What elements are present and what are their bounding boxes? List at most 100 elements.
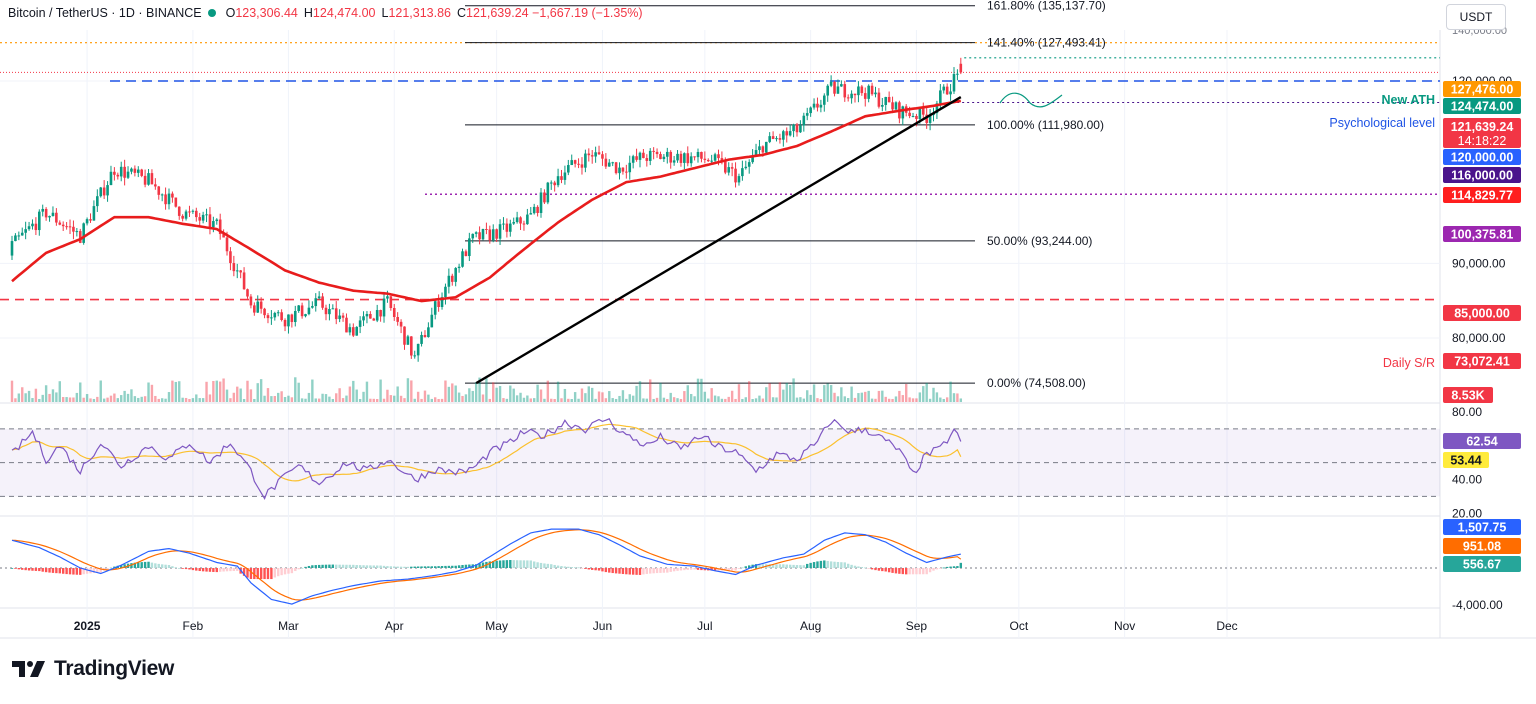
volume-bar — [420, 398, 423, 402]
volume-bar — [553, 398, 556, 402]
volume-bar — [802, 398, 806, 402]
candle-body — [515, 217, 519, 223]
volume-bar — [150, 384, 154, 402]
volume-bar — [27, 390, 31, 402]
volume-bar — [416, 391, 420, 402]
candle-body — [799, 125, 802, 133]
x-tick-label: Mar — [278, 619, 299, 633]
volume-bar — [440, 398, 444, 402]
macd-histogram-bar — [277, 568, 280, 577]
macd-histogram-bar — [560, 566, 563, 568]
candle-body — [24, 229, 27, 233]
candle-body — [771, 136, 775, 139]
rsi-line — [11, 418, 962, 500]
macd-histogram-bar — [638, 568, 642, 575]
candle-body — [652, 150, 655, 152]
macd-histogram-bar — [618, 568, 621, 574]
macd-histogram-bar — [157, 563, 160, 568]
candle-body — [737, 176, 741, 183]
candle-body — [48, 215, 51, 218]
macd-histogram-bar — [406, 566, 410, 568]
macd-histogram-bar — [208, 568, 212, 572]
volume-bar — [833, 392, 836, 402]
candle-body — [621, 167, 625, 172]
macd-histogram-bar — [410, 566, 413, 568]
volume-bar — [208, 394, 212, 402]
candle-body — [113, 171, 116, 175]
y-tick-label: 80,000.00 — [1452, 331, 1506, 345]
volume-bar — [734, 398, 737, 402]
macd-histogram-bar — [655, 568, 659, 574]
volume-bar — [434, 397, 437, 402]
candle-body — [478, 232, 481, 240]
macd-histogram-bar — [167, 564, 171, 568]
volume-bar — [263, 395, 266, 402]
macd-histogram-bar — [778, 564, 782, 568]
candle-body — [164, 194, 167, 205]
currency-button[interactable]: USDT — [1446, 4, 1506, 30]
candle-body — [710, 160, 713, 162]
fib-level-label: 141.40% (127,493.41) — [987, 36, 1106, 50]
macd-histogram-bar — [270, 568, 273, 580]
macd-histogram-bar — [307, 565, 311, 568]
candle-body — [481, 229, 485, 240]
macd-histogram-bar — [137, 562, 140, 568]
volume-bar — [38, 398, 41, 402]
volume-bar — [44, 385, 48, 402]
candle-body — [413, 355, 417, 357]
candle-body — [403, 326, 406, 345]
candle-body — [382, 298, 386, 317]
candle-body — [887, 96, 891, 103]
macd-histogram-bar — [24, 568, 27, 571]
volume-bar — [563, 388, 567, 402]
rsi-ma-line — [11, 423, 962, 482]
candle-body — [300, 305, 304, 317]
volume-bar — [317, 398, 321, 402]
candle-body — [246, 289, 249, 297]
volume-bar — [550, 398, 553, 402]
candle-body — [952, 74, 956, 92]
macd-histogram-bar — [614, 568, 618, 574]
macd-histogram-bar — [263, 568, 266, 580]
macd-histogram-bar — [775, 564, 778, 568]
volume-bar — [949, 381, 952, 402]
volume-bar — [41, 394, 44, 402]
macd-histogram-bar — [952, 566, 956, 568]
candle-body — [840, 84, 843, 87]
volume-bar — [195, 394, 198, 402]
tradingview-logo[interactable]: TradingView — [12, 657, 174, 681]
macd-histogram-bar — [85, 568, 89, 574]
candle-body — [908, 112, 911, 117]
volume-bar — [730, 390, 734, 402]
volume-bar — [543, 398, 546, 402]
symbol-title[interactable]: Bitcoin / TetherUS · 1D · BINANCE — [8, 6, 202, 20]
candle-body — [184, 211, 188, 219]
macd-histogram-bar — [519, 560, 522, 568]
candle-body — [669, 151, 673, 163]
candle-body — [218, 219, 222, 235]
volume-bar — [451, 383, 454, 402]
volume-bar — [375, 398, 379, 402]
macd-histogram-bar — [597, 568, 601, 571]
volume-bar — [137, 397, 140, 402]
macd-histogram-bar — [48, 568, 51, 573]
volume-bar — [464, 394, 468, 402]
macd-histogram-bar — [72, 568, 75, 575]
volume-bar — [816, 398, 819, 402]
volume-bar — [341, 398, 345, 402]
new-ath-annotation: New ATH — [1382, 93, 1435, 107]
new-ath-curve — [999, 92, 1063, 108]
volume-bar — [546, 380, 550, 402]
candle-body — [352, 327, 355, 336]
candle-body — [724, 161, 727, 173]
candle-body — [488, 229, 492, 241]
macd-histogram-bar — [314, 565, 317, 568]
candle-body — [539, 192, 543, 213]
macd-y-tick-label: -4,000.00 — [1452, 598, 1503, 612]
volume-bar — [580, 388, 584, 402]
volume-bar — [396, 386, 399, 402]
macd-histogram-bar — [867, 568, 870, 569]
volume-bar — [952, 393, 956, 402]
macd-histogram-bar — [215, 568, 218, 573]
